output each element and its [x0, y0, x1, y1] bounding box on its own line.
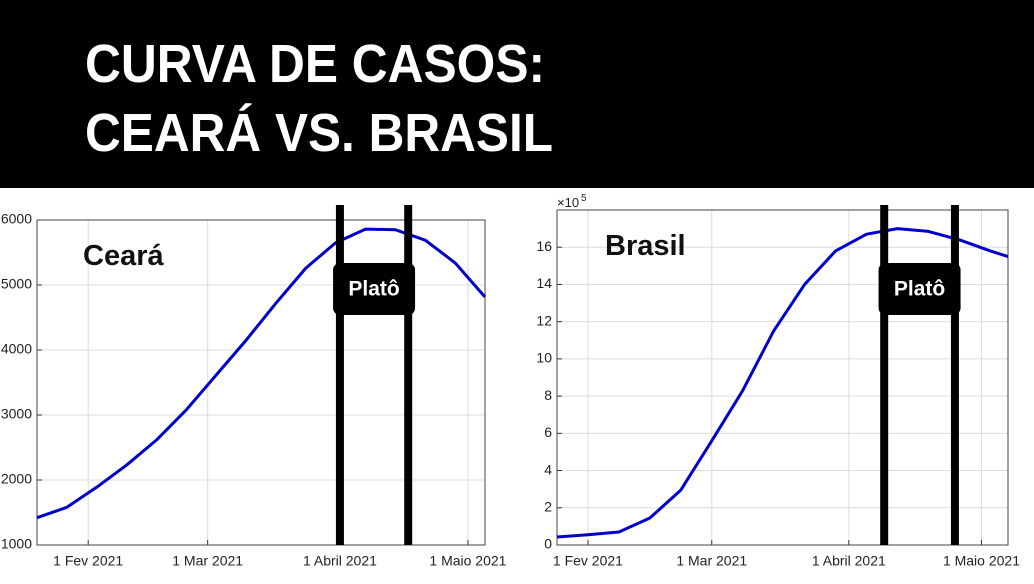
header-band	[0, 0, 1034, 188]
x-tick-label: 1 Fev 2021	[553, 553, 623, 569]
x-tick-label: 1 Maio 2021	[429, 553, 506, 569]
y-tick-label: 1000	[1, 536, 32, 552]
title-line: CURVA DE CASOS:	[85, 34, 545, 94]
y-multiplier: ×10	[557, 195, 579, 210]
x-tick-label: 1 Abril 2021	[812, 553, 886, 569]
y-tick-label: 4	[544, 461, 552, 477]
series-line	[556, 227, 1009, 539]
y-tick-label: 5000	[1, 276, 32, 292]
x-tick-label: 1 Maio 2021	[943, 553, 1020, 569]
y-tick-label: 2	[544, 498, 552, 514]
y-tick-label: 0	[544, 536, 552, 552]
panel-label: Brasil	[605, 230, 686, 262]
title-line: CEARÁ VS. BRASIL	[85, 103, 553, 163]
plateau-label: Platô	[894, 278, 945, 301]
y-tick-label: 6	[544, 424, 552, 440]
plateau-badge	[878, 263, 961, 315]
x-tick-label: 1 Fev 2021	[53, 553, 123, 569]
y-tick-label: 4000	[1, 341, 32, 357]
y-tick-label: 2000	[1, 471, 32, 487]
y-tick-label: 14	[536, 275, 552, 291]
x-tick-label: 1 Mar 2021	[172, 553, 243, 569]
y-tick-label: 12	[536, 312, 552, 328]
y-tick-label: 8	[544, 387, 552, 403]
y-multiplier-exponent: 5	[581, 193, 587, 204]
x-tick-label: 1 Mar 2021	[676, 553, 747, 569]
y-tick-label: 6000	[1, 211, 32, 227]
plateau-badge	[333, 263, 416, 315]
axes-frame	[36, 219, 486, 546]
panel-label: Ceará	[83, 240, 164, 272]
y-tick-label: 3000	[1, 406, 32, 422]
axes-frame	[556, 209, 1009, 546]
y-tick-label: 16	[536, 238, 552, 254]
plateau-label: Platô	[348, 278, 399, 301]
x-tick-label: 1 Abril 2021	[303, 553, 377, 569]
y-tick-label: 10	[536, 350, 552, 366]
